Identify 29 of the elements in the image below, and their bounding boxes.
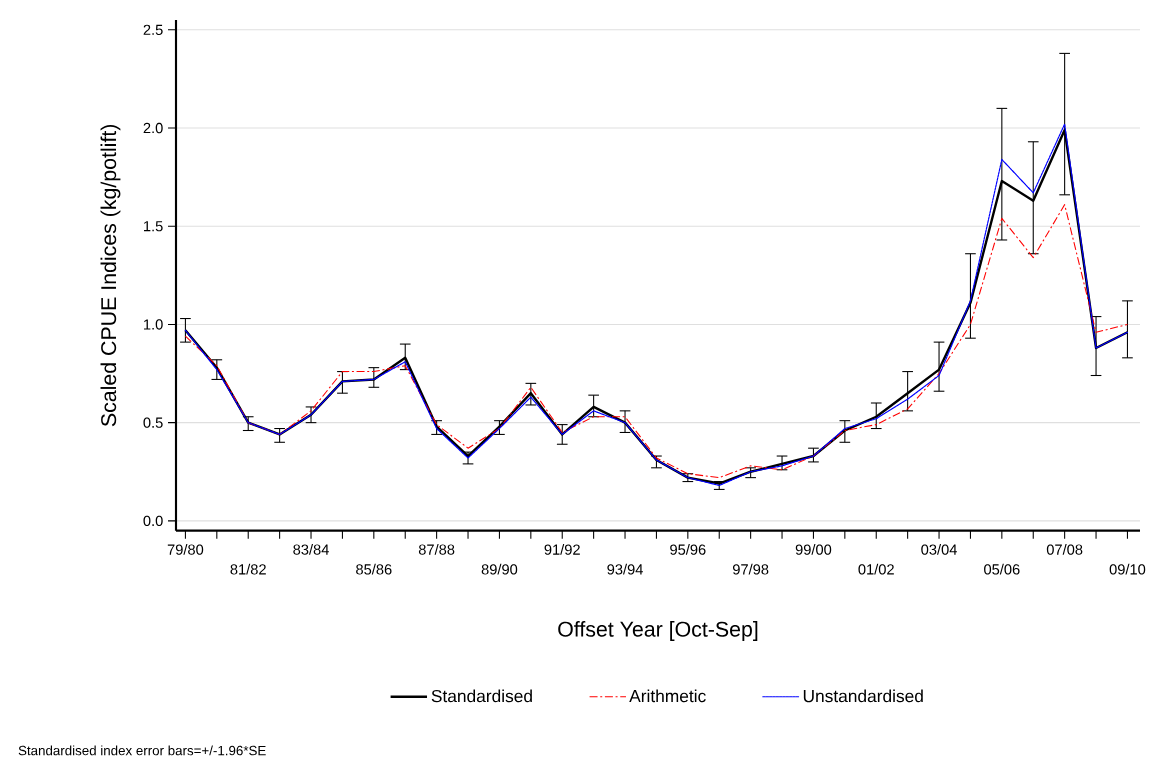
x-tick-label: 79/80 <box>167 544 204 555</box>
y-tick-label: 1.0 <box>144 319 163 330</box>
x-tick-label: 87/88 <box>418 544 455 555</box>
x-tick-label: 03/04 <box>921 544 957 555</box>
x-tick-label: 85/86 <box>356 563 392 575</box>
y-tick-label: 2.5 <box>143 24 163 36</box>
line-series <box>184 204 1128 479</box>
legend-label: Standardised <box>431 689 532 703</box>
x-tick-label: 09/10 <box>1109 563 1146 575</box>
x-tick-label: 91/92 <box>544 544 580 555</box>
x-tick-label: 93/94 <box>607 563 643 575</box>
text: Standardised index error bars=+/-1.96*SE <box>18 745 266 756</box>
x-tick-label: 89/90 <box>481 563 518 575</box>
y-axis-title: Scaled CPUE Indices (kg/potlift) <box>100 124 121 427</box>
x-tick-label: 95/96 <box>670 544 706 555</box>
y-tick-label: 0.5 <box>143 417 163 428</box>
legend-label: Unstandardised <box>803 689 923 703</box>
x-tick-label: 05/06 <box>984 563 1020 575</box>
x-tick-label: 81/82 <box>230 563 266 575</box>
y-tick-label: 1.5 <box>144 221 163 232</box>
y-tick-label: 2.0 <box>143 122 163 134</box>
legend-label: Arithmetic <box>629 689 706 703</box>
x-tick-label: 99/00 <box>795 544 832 555</box>
x-axis-title: Offset Year [Oct-Sep] <box>558 621 758 641</box>
y-tick-label: 0.0 <box>143 515 163 527</box>
x-tick-label: 07/08 <box>1046 544 1083 555</box>
x-tick-label: 01/02 <box>858 563 894 575</box>
x-tick-label: 97/98 <box>732 563 769 575</box>
x-tick-label: 83/84 <box>293 544 329 555</box>
